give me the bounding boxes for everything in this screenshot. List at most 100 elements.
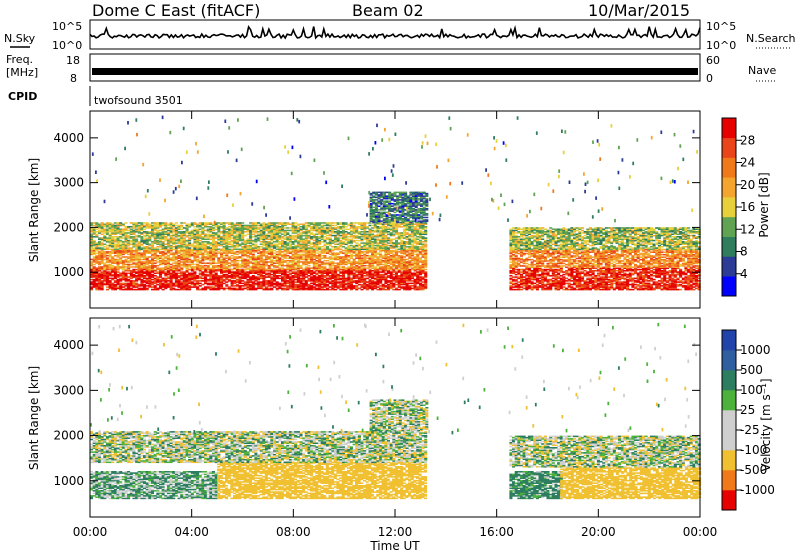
heatmap-cell [190,286,194,288]
heatmap-cell [204,281,208,283]
heatmap-cell [251,282,255,285]
heatmap-cell [410,285,414,287]
heatmap-cell [185,282,189,285]
heatmap-cell [95,236,99,238]
heatmap-cell [257,287,261,290]
heatmap-cell [278,283,282,286]
heatmap-cell [230,268,234,271]
heatmap-cell [241,224,245,227]
heatmap-cell [389,276,393,278]
heatmap-cell [135,278,139,281]
heatmap-cell [129,228,133,231]
heatmap-cell [140,232,144,234]
heatmap-cell [294,276,298,278]
heatmap-cell [238,263,242,266]
heatmap-cell [92,231,96,233]
heatmap-cell [129,226,133,228]
heatmap-cell [225,271,229,273]
heatmap-cell [302,270,306,272]
heatmap-cell [132,232,136,234]
heatmap-cell [119,229,123,232]
heatmap-cell [379,251,383,253]
heatmap-cell [132,242,136,244]
heatmap-cell [312,282,316,285]
heatmap-cell [384,278,388,281]
heatmap-cell [312,254,316,257]
heatmap-cell [265,256,269,258]
heatmap-cell [326,246,330,248]
heatmap-cell [310,251,314,253]
heatmap-cell [281,282,285,285]
heatmap-cell [108,277,112,280]
heatmap-cell [116,222,120,224]
heatmap-cell [180,275,184,277]
heatmap-cell [225,262,229,264]
heatmap-cell [283,271,287,273]
heatmap-cell [267,280,271,282]
heatmap-cell [169,270,173,272]
heatmap-cell [166,283,170,286]
heatmap-cell [365,281,369,283]
heatmap-cell [392,282,396,285]
heatmap-cell [331,234,335,237]
heatmap-cell [108,287,112,290]
heatmap-cell [283,288,287,291]
heatmap-cell [161,270,165,272]
heatmap-cell [267,257,271,259]
heatmap-cell [188,266,192,268]
heatmap-cell [413,267,417,269]
heatmap-cell [227,249,231,252]
heatmap-cell [135,224,139,227]
heatmap-cell [400,280,404,282]
heatmap-cell [182,257,186,259]
heatmap-cell [410,272,414,275]
heatmap-cell [392,263,396,266]
heatmap-cell [381,263,385,266]
freq-label-bottom: [MHz] [6,66,38,79]
heatmap-cell [318,254,322,257]
heatmap-cell [113,244,117,247]
heatmap-cell [349,256,353,258]
heatmap-cell [116,228,120,231]
heatmap-cell [291,268,295,271]
heatmap-cell [188,276,192,278]
heatmap-cell [349,272,353,275]
heatmap-cell [209,273,213,276]
heatmap-cell [132,241,136,243]
heatmap-cell [344,278,348,281]
heatmap-cell [148,231,152,233]
heatmap-cell [254,282,258,285]
heatmap-cell [288,261,292,263]
heatmap-cell [121,224,125,227]
heatmap-cell [190,251,194,253]
heatmap-cell [296,263,300,266]
heatmap-cell [127,249,131,252]
heatmap-cell [214,266,218,268]
heatmap-cell [323,252,327,254]
heatmap-cell [254,277,258,280]
heatmap-cell [135,272,139,275]
heatmap-cell [251,278,255,281]
heatmap-cell [339,285,343,287]
heatmap-cell [201,222,205,224]
heatmap-cell [323,271,327,273]
heatmap-cell [238,276,242,278]
heatmap-cell [174,227,178,229]
heatmap-cell [105,264,109,267]
heatmap-cell [98,237,102,239]
heatmap-cell [98,256,102,258]
heatmap-cell [288,267,292,269]
heatmap-cell [151,251,155,253]
heatmap-cell [328,264,332,267]
heatmap-cell [336,258,340,261]
heatmap-cell [182,283,186,286]
heatmap-cell [323,281,327,283]
heatmap-cell [416,259,420,262]
heatmap-cell [275,272,279,275]
heatmap-cell [328,286,332,288]
heatmap-cell [416,264,420,267]
heatmap-cell [212,259,216,262]
heatmap-cell [135,246,139,248]
heatmap-cell [153,285,157,287]
heatmap-cell [230,237,234,239]
